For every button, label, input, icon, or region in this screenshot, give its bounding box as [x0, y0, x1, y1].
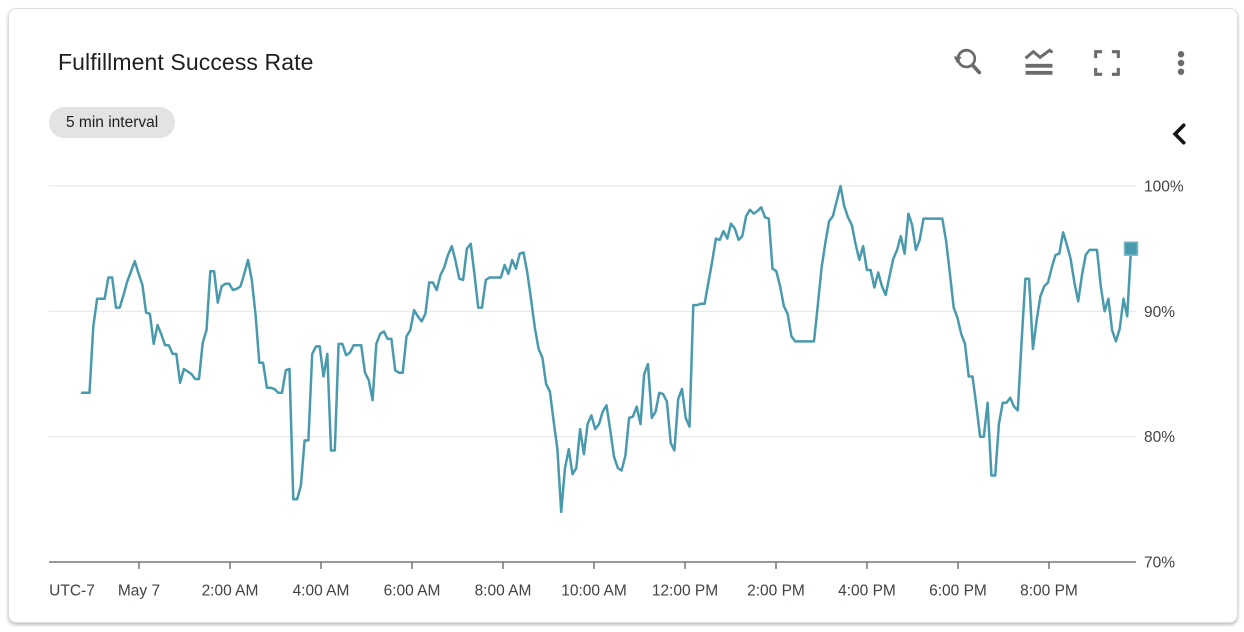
last-point-marker [1123, 241, 1139, 256]
page-title: Fulfillment Success Rate [58, 49, 314, 75]
x-tick-label: 2:00 PM [747, 583, 805, 600]
fullscreen-icon [1091, 47, 1123, 79]
y-tick-label: 80% [1144, 429, 1175, 446]
x-tick-label: 12:00 PM [652, 583, 718, 600]
x-tick-label: 2:00 AM [202, 583, 259, 600]
y-tick-label: 100% [1144, 179, 1184, 196]
x-tick-label: 8:00 PM [1020, 583, 1078, 600]
series-line [80, 184, 1133, 514]
chevron-left-icon [1166, 120, 1194, 148]
x-tick-label: May 7 [118, 583, 160, 600]
y-tick-label: 70% [1144, 555, 1175, 572]
chart-plot-area[interactable]: May 7 2:00 AM 4:00 AM 6:00 AM 8:00 AM 10:00 A… [9, 9, 1239, 624]
more-vertical-icon [1166, 48, 1196, 78]
chart-options-icon [1022, 46, 1056, 80]
collapse-legend-button[interactable] [1164, 118, 1196, 150]
chart-options-button[interactable] [1019, 43, 1059, 83]
interval-badge: 5 min interval [49, 107, 176, 138]
x-tick-label: 4:00 AM [293, 583, 350, 600]
x-tick-label: 6:00 PM [929, 583, 987, 600]
more-options-button[interactable] [1161, 43, 1201, 83]
x-tick-label: 4:00 PM [838, 583, 896, 600]
timezone-label: UTC-7 [49, 583, 95, 600]
reset-zoom-icon [950, 45, 984, 79]
fullscreen-button[interactable] [1087, 43, 1127, 83]
y-tick-label: 90% [1144, 304, 1175, 321]
chart-card: Fulfillment Success Rate [8, 8, 1238, 623]
x-tick-label: 8:00 AM [475, 583, 532, 600]
x-tick-label: 10:00 AM [561, 583, 627, 600]
x-tick-label: 6:00 AM [384, 583, 441, 600]
reset-zoom-button[interactable] [947, 42, 987, 82]
